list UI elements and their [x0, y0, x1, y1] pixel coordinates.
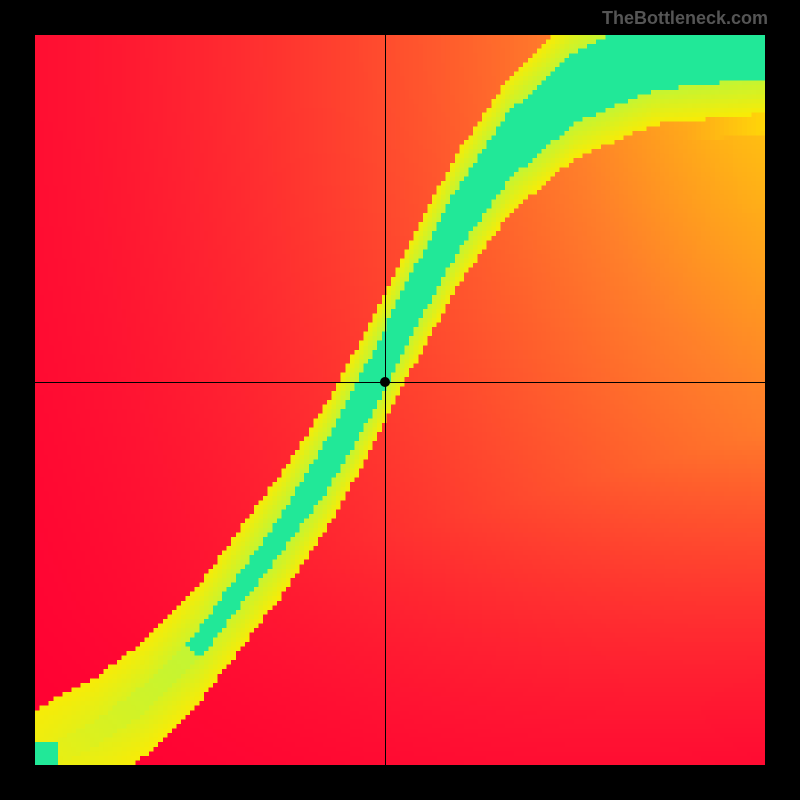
crosshair-vertical — [385, 35, 386, 765]
marker-dot — [380, 377, 390, 387]
plot-area — [35, 35, 765, 765]
heatmap-canvas — [35, 35, 765, 765]
crosshair-horizontal — [35, 382, 765, 383]
watermark-text: TheBottleneck.com — [602, 8, 768, 29]
